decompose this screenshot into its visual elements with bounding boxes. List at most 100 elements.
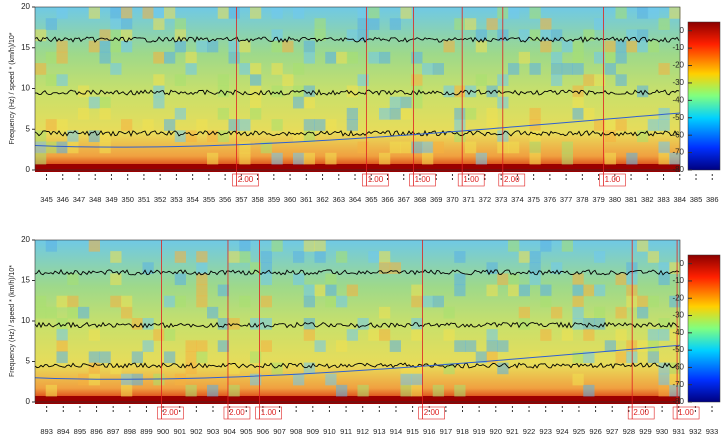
cell [142, 7, 154, 19]
colorbar-tick-label: -80 [672, 165, 684, 174]
cell [551, 74, 563, 86]
y-tick-label: 10 [21, 316, 30, 325]
cell [454, 251, 466, 263]
x-tick-label: 355 [203, 195, 216, 204]
x-tick-label: 899 [140, 427, 153, 436]
event-box [255, 406, 282, 420]
cell [78, 373, 90, 386]
cell [271, 362, 283, 375]
x-tick-label: 349 [105, 195, 118, 204]
cell [411, 141, 423, 154]
x-tick-label: 896 [90, 427, 103, 436]
cell [561, 63, 573, 75]
cell [658, 384, 670, 397]
cell [164, 351, 176, 364]
cell [508, 284, 520, 297]
colorbar-tick-label: -70 [672, 148, 684, 157]
cell [454, 130, 466, 143]
cell [572, 85, 584, 98]
cell [486, 107, 498, 120]
cell [45, 240, 57, 252]
cell [411, 85, 423, 98]
cell [379, 306, 391, 319]
cell [99, 40, 111, 53]
cell [228, 384, 240, 397]
cell [153, 96, 165, 109]
cell [217, 85, 229, 98]
cell [303, 40, 315, 53]
cell [594, 119, 606, 131]
cell [379, 107, 391, 120]
cell [658, 141, 670, 154]
cell [164, 295, 176, 308]
x-tick-label: 352 [154, 195, 167, 204]
cell [260, 273, 272, 286]
cell [389, 96, 401, 109]
cell [35, 63, 47, 75]
cell [174, 18, 186, 30]
cell [174, 373, 186, 386]
x-tick-label: 366 [381, 195, 394, 204]
cell [529, 152, 541, 165]
cell [475, 74, 487, 86]
x-tick-label: 363 [333, 195, 346, 204]
cell [153, 51, 165, 64]
x-tick-label: 381 [625, 195, 638, 204]
cell [336, 251, 348, 263]
x-tick-label: 918 [456, 427, 469, 436]
cell [572, 295, 584, 308]
cell [346, 119, 358, 131]
cell [551, 51, 563, 64]
x-tick-label: 362 [316, 195, 329, 204]
cell [604, 130, 616, 143]
x-tick-label: 907 [273, 427, 286, 436]
cell [217, 130, 229, 143]
cell [228, 51, 240, 64]
x-tick-label: 897 [107, 427, 120, 436]
cell [303, 85, 315, 98]
x-tick-label: 369 [430, 195, 443, 204]
cell [368, 18, 380, 30]
cell [250, 7, 262, 19]
x-tick-label: 910 [323, 427, 336, 436]
cell [88, 362, 100, 375]
cell [88, 40, 100, 53]
cell [250, 85, 262, 98]
cell [400, 362, 412, 375]
colorbar-tick-label: -60 [672, 363, 684, 372]
cell [56, 329, 68, 341]
cell [572, 63, 584, 75]
colorbar-tick-label: -50 [672, 113, 684, 122]
cell [303, 329, 315, 341]
cell [174, 29, 186, 42]
cell [411, 318, 423, 330]
x-tick-label: 894 [57, 427, 70, 436]
cell [239, 119, 251, 131]
cell [99, 130, 111, 143]
x-tick-label: 348 [89, 195, 102, 204]
cell [314, 119, 326, 131]
x-tick-label: 921 [506, 427, 519, 436]
event-label: 1.00 [678, 408, 694, 417]
cell [379, 262, 391, 274]
cell [207, 130, 219, 143]
colorbar-tick-label: -60 [672, 130, 684, 139]
cell [207, 40, 219, 53]
cell [518, 318, 530, 330]
x-tick-label: 916 [423, 427, 436, 436]
cell [314, 251, 326, 263]
cell [56, 141, 68, 154]
cell [583, 384, 595, 397]
cell [594, 74, 606, 86]
cell [379, 329, 391, 341]
cell [303, 51, 315, 64]
cell [551, 262, 563, 274]
event-box [232, 173, 259, 187]
event-label: 1.00 [415, 175, 431, 184]
cell [604, 340, 616, 352]
cell [207, 384, 219, 397]
cell [357, 29, 369, 42]
cell [432, 63, 444, 75]
cell [196, 295, 208, 308]
x-tick-label: 923 [539, 427, 552, 436]
